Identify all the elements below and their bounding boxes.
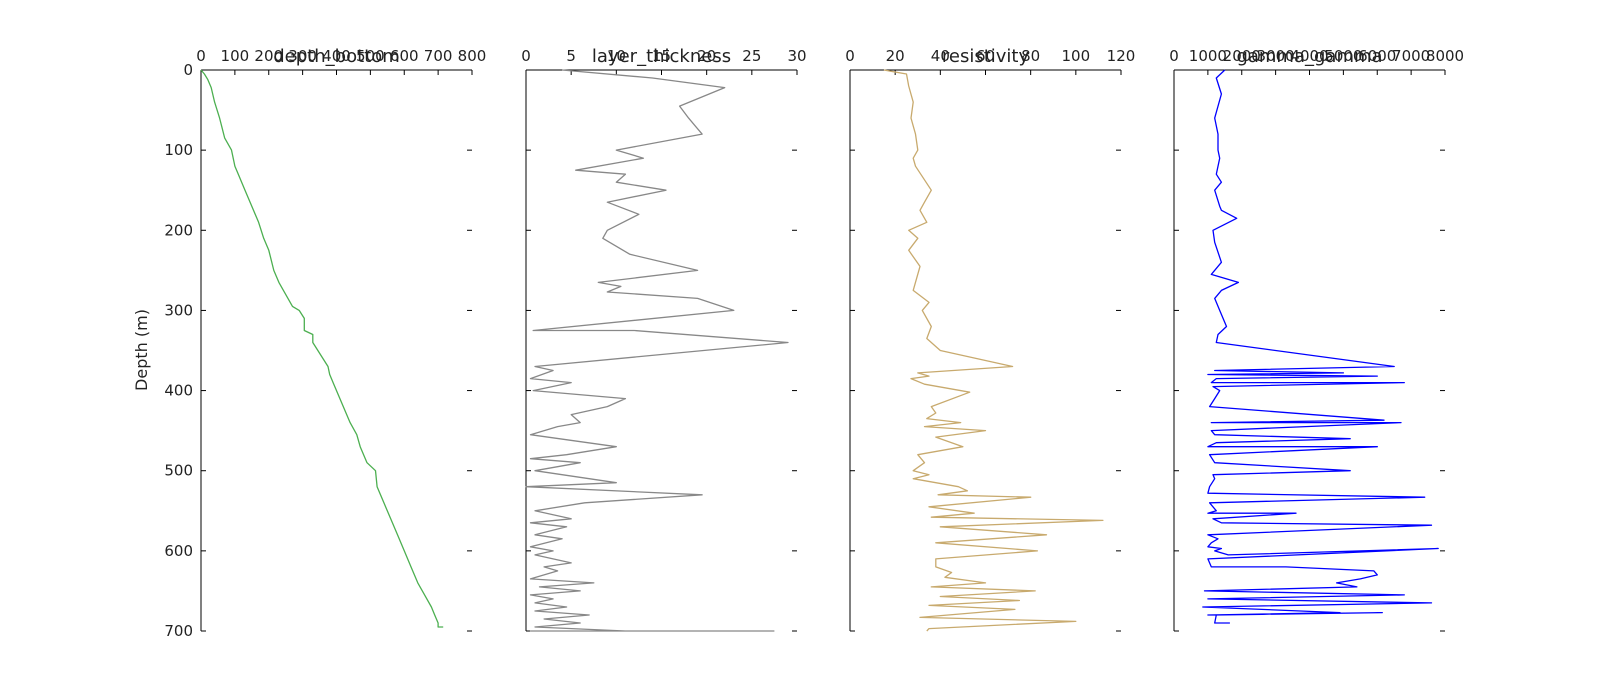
x-tick-label: 600 — [390, 47, 419, 65]
y-tick-label: 500 — [164, 462, 193, 480]
x-tick-label: 0 — [845, 47, 855, 65]
x-tick-label: 400 — [322, 47, 351, 65]
x-tick-label: 200 — [254, 47, 283, 65]
y-tick-label: 100 — [164, 141, 193, 159]
series-line-depth-bottom — [200, 69, 444, 628]
panel-title: gamma_gamma — [1236, 46, 1382, 67]
y-tick-label: 400 — [164, 382, 193, 400]
panel-title: depth_bottom — [273, 46, 400, 67]
x-tick-label: 500 — [356, 47, 385, 65]
series-line-layer-thickness — [525, 69, 789, 632]
x-tick-label: 300 — [288, 47, 317, 65]
x-tick-label: 25 — [742, 47, 761, 65]
x-tick-label: 120 — [1107, 47, 1136, 65]
x-tick-label: 8000 — [1426, 47, 1464, 65]
x-tick-label: 60 — [976, 47, 995, 65]
x-tick-label: 700 — [424, 47, 453, 65]
x-tick-label: 6000 — [1358, 47, 1396, 65]
x-tick-label: 1000 — [1189, 47, 1227, 65]
panel-title: layer_thickness — [592, 46, 731, 67]
y-tick-label: 600 — [164, 542, 193, 560]
x-tick-label: 5 — [566, 47, 576, 65]
x-tick-label: 20 — [697, 47, 716, 65]
y-tick-label: 0 — [183, 61, 193, 79]
series-line-gamma-gamma — [1202, 69, 1439, 624]
x-tick-label: 20 — [886, 47, 905, 65]
x-tick-label: 3000 — [1257, 47, 1295, 65]
panel-layer-thickness: 0 5 10 15 20 25 30 layer_thickness — [521, 46, 807, 632]
x-tick-label: 800 — [458, 47, 487, 65]
panel-resistivity: 0 20 40 60 80 100 120 resistivity — [845, 46, 1136, 632]
x-tick-label: 40 — [931, 47, 950, 65]
x-tick-label: 0 — [196, 47, 206, 65]
y-tick-label: 300 — [164, 301, 193, 319]
x-tick-label: 10 — [607, 47, 626, 65]
x-tick-label: 100 — [221, 47, 250, 65]
x-tick-label: 0 — [1169, 47, 1179, 65]
x-tick-label: 30 — [787, 47, 806, 65]
x-tick-label: 4000 — [1290, 47, 1328, 65]
x-tick-label: 5000 — [1324, 47, 1362, 65]
x-tick-label: 80 — [1021, 47, 1040, 65]
panel-depth-bottom: 0 100 200 300 400 500 600 700 800010020030040050… — [164, 46, 486, 640]
x-tick-label: 2000 — [1223, 47, 1261, 65]
x-tick-label: 15 — [652, 47, 671, 65]
y-tick-label: 700 — [164, 622, 193, 640]
panel-title: resistivity — [942, 46, 1030, 67]
x-tick-label: 0 — [521, 47, 531, 65]
x-tick-label: 100 — [1062, 47, 1091, 65]
y-tick-label: 200 — [164, 221, 193, 239]
y-axis-label: Depth (m) — [132, 309, 151, 391]
series-line-resistivity — [883, 69, 1104, 632]
x-tick-label: 7000 — [1392, 47, 1430, 65]
